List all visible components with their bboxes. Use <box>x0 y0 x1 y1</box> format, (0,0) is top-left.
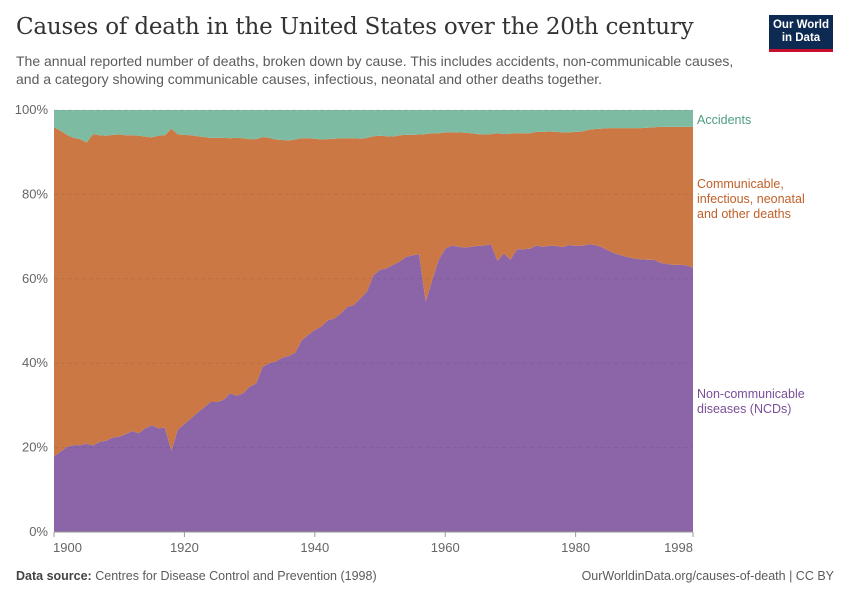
x-tick-label: 1960 <box>431 540 460 555</box>
y-tick-label: 20% <box>22 440 48 455</box>
label-accidents: Accidents <box>697 113 751 127</box>
area-accidents <box>54 110 693 143</box>
y-tick-label: 40% <box>22 355 48 370</box>
label-communicable: Communicable, <box>697 177 784 191</box>
area-ncd <box>54 244 693 532</box>
y-tick-label: 60% <box>22 271 48 286</box>
x-tick-label: 1940 <box>300 540 329 555</box>
x-tick-label: 1980 <box>561 540 590 555</box>
chart-title: Causes of death in the United States ove… <box>16 14 694 40</box>
x-tick-label: 1998 <box>664 540 693 555</box>
chart-subtitle: The annual reported number of deaths, br… <box>16 53 734 87</box>
data-source: Data source: Centres for Disease Control… <box>16 569 377 583</box>
data-source-label: Data source: <box>16 569 92 583</box>
label-communicable: and other deaths <box>697 207 791 221</box>
y-tick-label: 100% <box>15 102 49 117</box>
y-tick-label: 0% <box>29 524 48 539</box>
owid-logo[interactable]: Our World in Data <box>769 15 833 52</box>
y-tick-label: 80% <box>22 186 48 201</box>
label-ncd: Non-communicable <box>697 387 805 401</box>
url-license[interactable]: OurWorldinData.org/causes-of-death | CC … <box>581 569 834 583</box>
label-ncd: diseases (NCDs) <box>697 402 791 416</box>
x-tick-label: 1920 <box>170 540 199 555</box>
label-communicable: infectious, neonatal <box>697 192 805 206</box>
area-communicable <box>54 126 693 457</box>
x-tick-label: 1900 <box>53 540 82 555</box>
data-source-text: Centres for Disease Control and Preventi… <box>95 569 377 583</box>
